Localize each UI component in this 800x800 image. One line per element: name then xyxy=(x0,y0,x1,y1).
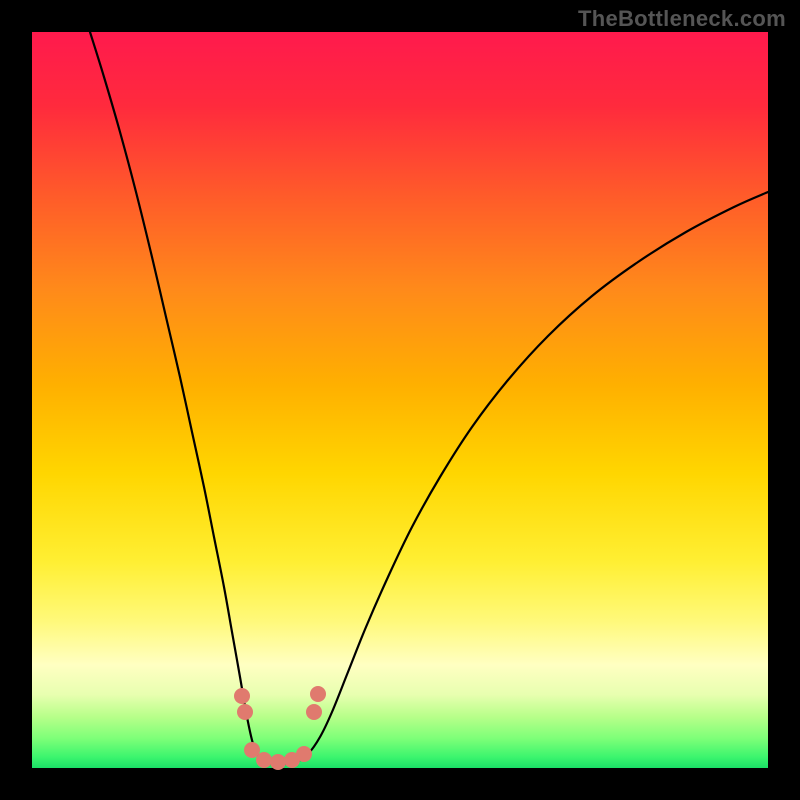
watermark-text: TheBottleneck.com xyxy=(578,6,786,32)
curve-marker xyxy=(234,688,250,704)
curve-marker xyxy=(306,704,322,720)
curve-marker xyxy=(237,704,253,720)
curve-marker xyxy=(270,754,286,770)
chart-container: TheBottleneck.com xyxy=(0,0,800,800)
curve-marker xyxy=(310,686,326,702)
chart-svg xyxy=(0,0,800,800)
plot-background xyxy=(32,32,768,768)
curve-marker xyxy=(296,746,312,762)
curve-marker xyxy=(256,752,272,768)
plot-area-group xyxy=(32,32,768,770)
